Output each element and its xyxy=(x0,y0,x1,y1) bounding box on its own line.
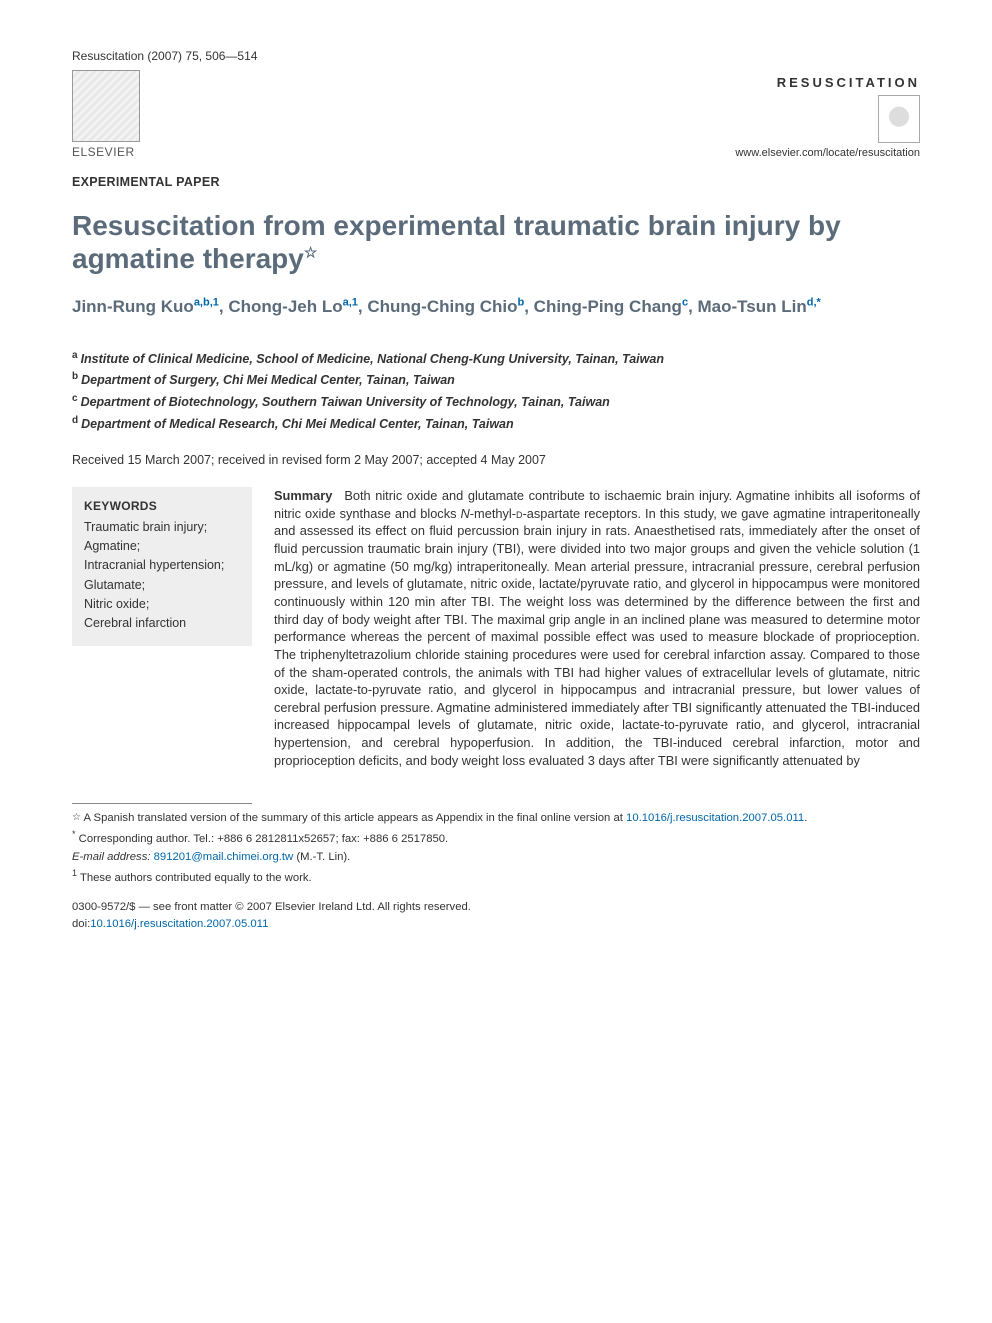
footnotes-block: ☆ A Spanish translated version of the su… xyxy=(72,810,920,886)
email-name: (M.-T. Lin). xyxy=(296,851,350,863)
bottom-block: 0300-9572/$ — see front matter © 2007 El… xyxy=(72,899,920,933)
publisher-name: ELSEVIER xyxy=(72,144,135,160)
summary-heading: Summary xyxy=(274,488,332,503)
keyword-item: Cerebral infarction xyxy=(84,614,240,633)
author-name: Ching-Ping Chang xyxy=(534,297,682,316)
affiliation-row: cDepartment of Biotechnology, Southern T… xyxy=(72,391,920,413)
keywords-heading: KEYWORDS xyxy=(84,497,240,516)
journal-name: RESUSCITATION xyxy=(777,74,920,92)
email-link[interactable]: 891201@mail.chimei.org.tw xyxy=(154,851,294,863)
keyword-item: Nitric oxide; xyxy=(84,595,240,614)
footnote-corresponding-text: Corresponding author. Tel.: +886 6 28128… xyxy=(79,833,449,845)
authors-line: Jinn-Rung Kuoa,b,1, Chong-Jeh Loa,1, Chu… xyxy=(72,295,920,320)
footnote-translation-text: A Spanish translated version of the summ… xyxy=(83,812,622,824)
affiliation-row: bDepartment of Surgery, Chi Mei Medical … xyxy=(72,369,920,391)
copyright-line: 0300-9572/$ — see front matter © 2007 El… xyxy=(72,899,920,916)
doi-label: doi: xyxy=(72,918,90,930)
footnotes-rule xyxy=(72,803,252,804)
footnote-corresponding: * Corresponding author. Tel.: +886 6 281… xyxy=(72,828,920,848)
article-title: Resuscitation from experimental traumati… xyxy=(72,209,920,275)
journal-block: RESUSCITATION www.elsevier.com/locate/re… xyxy=(735,74,920,160)
affiliation-row: dDepartment of Medical Research, Chi Mei… xyxy=(72,413,920,435)
keywords-box: KEYWORDS Traumatic brain injury;Agmatine… xyxy=(72,487,252,646)
affiliation-sup: b xyxy=(72,371,78,382)
summary-block: SummaryBoth nitric oxide and glutamate c… xyxy=(274,487,920,770)
doi-line: doi:10.1016/j.resuscitation.2007.05.011 xyxy=(72,916,920,933)
journal-logo-icon xyxy=(878,95,920,143)
publisher-block: ELSEVIER xyxy=(72,70,140,160)
author-affiliation-sup: a,b,1 xyxy=(194,297,219,309)
email-label: E-mail address: xyxy=(72,851,150,863)
title-footnote-star: ☆ xyxy=(304,245,317,262)
author-affiliation-sup: d,* xyxy=(807,297,821,309)
author-name: Chong-Jeh Lo xyxy=(228,297,342,316)
author-affiliation-sup: c xyxy=(682,297,688,309)
author-affiliation-sup: b xyxy=(517,297,524,309)
affiliation-sup: d xyxy=(72,415,78,426)
footnote-translation-doi-link[interactable]: 10.1016/j.resuscitation.2007.05.011 xyxy=(626,812,804,824)
received-line: Received 15 March 2007; received in revi… xyxy=(72,452,920,469)
keyword-item: Glutamate; xyxy=(84,576,240,595)
footnote-translation: ☆ A Spanish translated version of the su… xyxy=(72,810,920,827)
asterisk-icon: * xyxy=(72,829,76,839)
affiliation-text: Department of Medical Research, Chi Mei … xyxy=(81,417,514,431)
equal-sup-icon: 1 xyxy=(72,868,77,878)
star-icon: ☆ xyxy=(72,812,81,823)
author-name: Jinn-Rung Kuo xyxy=(72,297,194,316)
affiliation-sup: a xyxy=(72,350,78,361)
keyword-item: Agmatine; xyxy=(84,537,240,556)
author-name: Chung-Ching Chio xyxy=(367,297,517,316)
keywords-list: Traumatic brain injury;Agmatine;Intracra… xyxy=(84,518,240,634)
footnote-equal: 1 These authors contributed equally to t… xyxy=(72,867,920,887)
author-affiliation-sup: a,1 xyxy=(343,297,358,309)
affiliation-sup: c xyxy=(72,393,78,404)
section-label: EXPERIMENTAL PAPER xyxy=(72,174,920,191)
journal-url[interactable]: www.elsevier.com/locate/resuscitation xyxy=(735,146,920,161)
affiliation-text: Institute of Clinical Medicine, School o… xyxy=(81,352,664,366)
keyword-item: Traumatic brain injury; xyxy=(84,518,240,537)
footnote-email: E-mail address: 891201@mail.chimei.org.t… xyxy=(72,849,920,866)
footnote-equal-text: These authors contributed equally to the… xyxy=(80,872,312,884)
elsevier-tree-icon xyxy=(72,70,140,142)
keyword-item: Intracranial hypertension; xyxy=(84,556,240,575)
doi-link[interactable]: 10.1016/j.resuscitation.2007.05.011 xyxy=(90,918,268,930)
summary-body: Both nitric oxide and glutamate contribu… xyxy=(274,488,920,768)
affiliation-row: aInstitute of Clinical Medicine, School … xyxy=(72,348,920,370)
affiliations-block: aInstitute of Clinical Medicine, School … xyxy=(72,348,920,434)
affiliation-text: Department of Surgery, Chi Mei Medical C… xyxy=(81,374,455,388)
title-text: Resuscitation from experimental traumati… xyxy=(72,210,841,274)
citation-line: Resuscitation (2007) 75, 506—514 xyxy=(72,48,257,64)
affiliation-text: Department of Biotechnology, Southern Ta… xyxy=(81,395,610,409)
author-name: Mao-Tsun Lin xyxy=(698,297,807,316)
